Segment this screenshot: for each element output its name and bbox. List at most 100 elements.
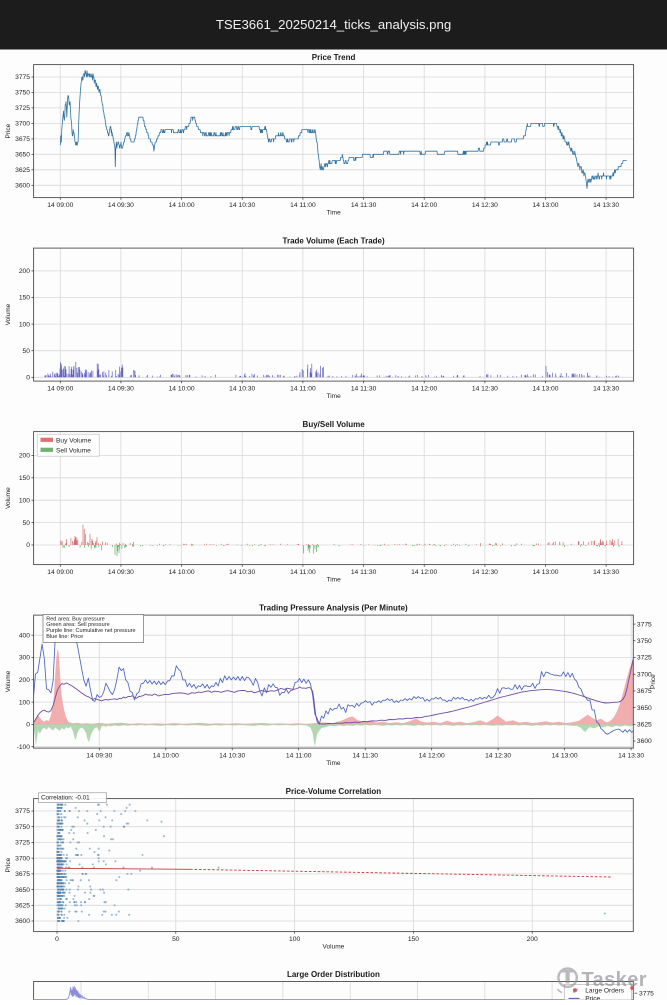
svg-text:14 11:00: 14 11:00	[286, 752, 312, 759]
svg-text:14 09:00: 14 09:00	[47, 202, 73, 209]
svg-text:14 11:30: 14 11:30	[351, 202, 377, 209]
svg-text:200: 200	[19, 268, 30, 275]
svg-text:14 12:30: 14 12:30	[472, 569, 498, 576]
svg-text:14 12:00: 14 12:00	[411, 202, 437, 209]
svg-text:Trading Pressure Analysis (Per: Trading Pressure Analysis (Per Minute)	[259, 604, 408, 613]
svg-text:3750: 3750	[15, 90, 30, 97]
svg-text:3725: 3725	[637, 655, 652, 662]
svg-text:0: 0	[26, 722, 30, 729]
svg-text:Blue line: Price: Blue line: Price	[46, 634, 83, 640]
svg-text:14 13:30: 14 13:30	[593, 202, 619, 209]
svg-text:Price: Price	[585, 996, 600, 1000]
svg-text:14 10:30: 14 10:30	[229, 569, 255, 576]
svg-text:14 13:00: 14 13:00	[532, 202, 558, 209]
svg-text:Trade Volume (Each Trade): Trade Volume (Each Trade)	[283, 237, 385, 246]
svg-text:3700: 3700	[15, 855, 30, 862]
svg-text:14 09:00: 14 09:00	[47, 385, 73, 392]
svg-text:14 13:30: 14 13:30	[593, 385, 619, 392]
svg-text:150: 150	[19, 295, 30, 302]
svg-text:3725: 3725	[15, 105, 30, 112]
svg-text:3775: 3775	[15, 74, 30, 81]
svg-text:14 09:30: 14 09:30	[86, 752, 112, 759]
svg-text:14 12:30: 14 12:30	[472, 202, 498, 209]
svg-text:-100: -100	[17, 744, 31, 751]
svg-text:150: 150	[408, 936, 419, 943]
svg-text:200: 200	[19, 453, 30, 460]
svg-text:Time: Time	[326, 760, 341, 767]
svg-text:14 10:00: 14 10:00	[169, 569, 195, 576]
svg-text:100: 100	[19, 321, 30, 328]
svg-text:14 09:30: 14 09:30	[108, 569, 134, 576]
svg-text:Green area: Sell pressure: Green area: Sell pressure	[46, 622, 110, 628]
svg-text:14 12:30: 14 12:30	[472, 385, 498, 392]
svg-text:3650: 3650	[15, 887, 30, 894]
svg-text:14 10:00: 14 10:00	[169, 202, 195, 209]
svg-text:3700: 3700	[637, 671, 652, 678]
svg-text:Price: Price	[5, 123, 12, 138]
svg-text:150: 150	[19, 475, 30, 482]
svg-text:TSE3661_20250214_ticks_analysi: TSE3661_20250214_ticks_analysis.png	[216, 17, 451, 32]
svg-text:3675: 3675	[15, 871, 30, 878]
svg-text:0: 0	[55, 936, 59, 943]
svg-text:14 10:30: 14 10:30	[229, 202, 255, 209]
svg-text:14 13:00: 14 13:00	[532, 569, 558, 576]
svg-text:14 13:30: 14 13:30	[593, 569, 619, 576]
svg-text:14 10:00: 14 10:00	[169, 385, 195, 392]
svg-text:3750: 3750	[15, 824, 30, 831]
svg-text:Volume: Volume	[323, 943, 345, 950]
svg-text:200: 200	[527, 936, 538, 943]
svg-text:14 11:30: 14 11:30	[351, 385, 377, 392]
svg-text:14 09:30: 14 09:30	[108, 202, 134, 209]
svg-text:3775: 3775	[639, 990, 654, 997]
svg-text:14 13:00: 14 13:00	[552, 752, 578, 759]
svg-text:Time: Time	[326, 209, 341, 216]
svg-text:Correlation: -0.01: Correlation: -0.01	[41, 795, 90, 802]
svg-text:14 11:00: 14 11:00	[290, 202, 316, 209]
svg-text:Volume: Volume	[5, 487, 12, 509]
svg-text:3625: 3625	[15, 903, 30, 910]
svg-text:14 11:00: 14 11:00	[290, 385, 316, 392]
svg-text:50: 50	[172, 936, 180, 943]
svg-text:14 10:00: 14 10:00	[153, 752, 179, 759]
svg-text:3600: 3600	[637, 738, 652, 745]
svg-text:Sell Volume: Sell Volume	[56, 448, 91, 455]
svg-text:14 10:30: 14 10:30	[229, 385, 255, 392]
svg-text:14 09:30: 14 09:30	[108, 385, 134, 392]
svg-text:Volume: Volume	[5, 670, 12, 692]
svg-text:Price: Price	[5, 857, 12, 872]
svg-text:3775: 3775	[637, 621, 652, 628]
svg-text:Red area: Buy pressure: Red area: Buy pressure	[46, 616, 105, 622]
svg-text:0: 0	[26, 375, 30, 382]
svg-text:3625: 3625	[637, 722, 652, 729]
svg-text:Time: Time	[326, 393, 341, 400]
svg-text:14 13:00: 14 13:00	[532, 385, 558, 392]
svg-text:14 09:00: 14 09:00	[47, 569, 73, 576]
svg-text:100: 100	[289, 936, 300, 943]
svg-text:14 12:00: 14 12:00	[419, 752, 445, 759]
svg-text:400: 400	[19, 632, 30, 639]
svg-text:3675: 3675	[637, 688, 652, 695]
svg-text:Time: Time	[326, 576, 341, 583]
svg-text:3775: 3775	[15, 808, 30, 815]
svg-text:Buy/Sell Volume: Buy/Sell Volume	[303, 420, 366, 429]
svg-text:3725: 3725	[15, 840, 30, 847]
svg-text:300: 300	[19, 655, 30, 662]
svg-text:14 11:30: 14 11:30	[352, 752, 378, 759]
svg-text:200: 200	[19, 677, 30, 684]
svg-text:Large Order Distribution: Large Order Distribution	[287, 970, 380, 979]
svg-text:3650: 3650	[637, 705, 652, 712]
svg-text:50: 50	[23, 520, 31, 527]
svg-text:Price: Price	[650, 674, 657, 689]
svg-text:Price Trend: Price Trend	[312, 53, 356, 62]
svg-text:3750: 3750	[637, 638, 652, 645]
svg-text:Price-Volume Correlation: Price-Volume Correlation	[286, 787, 382, 796]
svg-text:Tasker: Tasker	[582, 969, 647, 991]
svg-text:Volume: Volume	[5, 303, 12, 325]
svg-text:3600: 3600	[15, 918, 30, 925]
svg-text:100: 100	[19, 699, 30, 706]
svg-text:3650: 3650	[15, 152, 30, 159]
svg-text:14 11:00: 14 11:00	[290, 569, 316, 576]
svg-text:Large Orders: Large Orders	[585, 988, 625, 995]
svg-text:14 12:00: 14 12:00	[411, 385, 437, 392]
svg-text:50: 50	[23, 348, 31, 355]
